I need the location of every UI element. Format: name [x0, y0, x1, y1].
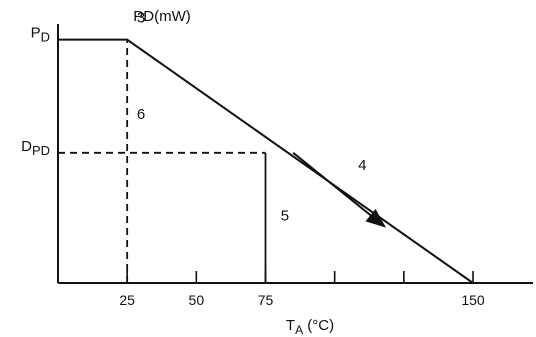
annotation-label: 5 [281, 208, 289, 225]
x-tick-label: 50 [189, 292, 205, 308]
x-tick-labels: 25 50 75 150 [119, 292, 485, 308]
y-level-label-sub: D [41, 30, 50, 45]
x-axis-label-unit: (°C) [303, 317, 334, 334]
y-level-label: DPD [21, 138, 50, 158]
annotation-label: 3 [137, 10, 145, 27]
x-axis-label-sub: A [295, 323, 303, 337]
y-level-label-main: P [31, 25, 41, 42]
y-axis-label: PD(mW) [133, 8, 190, 25]
annotation-label: 6 [137, 106, 145, 123]
y-level-label-sub: PD [32, 143, 50, 158]
x-axis-label-main: T [286, 317, 295, 334]
annotation-label: 4 [358, 157, 366, 174]
series [58, 38, 474, 284]
annotations: 3 6 4 5 [137, 10, 367, 225]
direction-arrow [292, 152, 387, 228]
x-tick-label: 25 [119, 292, 135, 308]
guide-lines [58, 39, 267, 283]
derating-curve [58, 38, 474, 284]
x-tick-label: 75 [258, 292, 274, 308]
x-tick-label: 150 [461, 292, 485, 308]
x-axis-label: TA (°C) [286, 317, 334, 337]
y-level-label-main: D [21, 138, 32, 155]
x-ticks [126, 271, 474, 283]
y-level-label: PD [31, 25, 50, 45]
arrow-layer [292, 152, 387, 228]
